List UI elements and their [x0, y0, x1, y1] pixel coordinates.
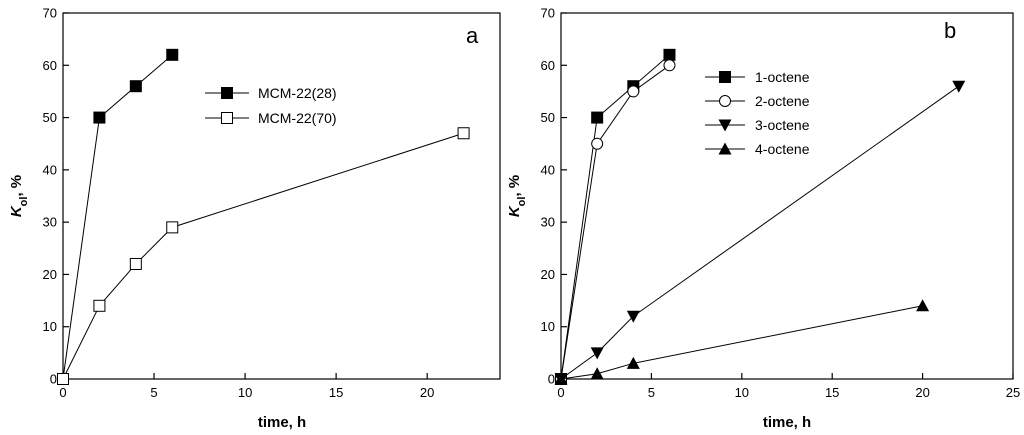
panel-b-series-0-point: [663, 48, 676, 61]
panel-a-y-axis-label-unit: , %: [8, 175, 25, 197]
panel-b-series-3-point: [626, 356, 640, 369]
panel-a-series-line-1: [62, 132, 464, 380]
panel-a-legend: MCM-22(28) MCM-22(70): [205, 85, 337, 126]
panel-b-y-tick-label: 60: [541, 58, 555, 73]
panel-b-x-tick-label: 25: [1006, 385, 1020, 400]
panel-b-y-tick-label: 30: [541, 215, 555, 230]
panel-b-y-axis-label-unit: , %: [506, 175, 523, 197]
panel-b-legend: 1-octene 2-octene 3-octene 4-octene: [705, 69, 810, 157]
panel-b-series-1-point: [591, 137, 604, 150]
panel-a-y-tick-label: 30: [43, 215, 57, 230]
panel-b-legend-label-1: 2-octene: [755, 93, 810, 109]
panel-b-plot-frame: [560, 12, 1014, 380]
panel-b-y-axis-label-main: K: [506, 205, 523, 217]
panel-a-ticks: 0 5 10 15 20 0 10 20 30 40 50 60 70: [43, 6, 435, 401]
panel-a-series-0-point: [129, 80, 142, 93]
panel-b-series-line-2: [560, 85, 960, 380]
panel-b-legend-marker-2: [718, 119, 732, 132]
panel-b-x-tick-label: 5: [648, 385, 655, 400]
panel-a-y-axis-label-main: K: [8, 205, 25, 217]
panel-a-series-1-point: [93, 299, 106, 312]
panel-a-x-tick-label: 20: [420, 385, 434, 400]
panel-a-series-0-point: [93, 111, 106, 124]
panel-b-x-tick-label: 15: [825, 385, 839, 400]
panel-b-series-3-point: [590, 367, 604, 380]
panel-a-series: [57, 48, 470, 385]
panel-a-legend-marker-0: [221, 87, 233, 99]
panel-b-series-line-1: [560, 64, 670, 380]
panel-b-y-tick-label: 70: [541, 6, 555, 21]
panel-a-y-tick-label: 10: [43, 319, 57, 334]
panel-b-legend-marker-0: [719, 71, 731, 83]
panel-b-legend-label-0: 1-octene: [755, 69, 810, 85]
panel-a-y-tick-label: 60: [43, 58, 57, 73]
panel-a-plot-frame: [62, 12, 501, 380]
panel-a-series-1-point: [457, 127, 470, 140]
panel-a-y-tick-label: 40: [43, 162, 57, 177]
panel-b-x-tick-label: 0: [557, 385, 564, 400]
panel-b-series-1-point: [663, 59, 676, 72]
panel-b-series-3-point: [554, 372, 568, 385]
panel-b-series-2-point: [626, 310, 640, 323]
panel-b-series: [554, 48, 966, 386]
panel-b-y-axis-label: Kol, %: [506, 175, 528, 217]
panel-a-legend-label-1: MCM-22(70): [258, 110, 337, 126]
panel-a-x-tick-label: 10: [238, 385, 252, 400]
panel-b-series-1-point: [627, 85, 640, 98]
panel-a-y-tick-label: 20: [43, 267, 57, 282]
panel-a-y-tick-label: 50: [43, 110, 57, 125]
panel-a-y-tick-label: 0: [50, 372, 57, 387]
panel-b-series-line-3: [560, 305, 923, 380]
panel-b-legend-marker-1: [719, 95, 731, 107]
panel-a-series-1-point: [57, 373, 69, 385]
panel-b-x-tick-label: 20: [915, 385, 929, 400]
panel-b-legend-marker-3: [718, 142, 732, 155]
panel-a-y-axis-label-sub: ol: [18, 197, 30, 207]
panel-b-series-3-point: [916, 299, 930, 312]
panel-a-legend-marker-1: [221, 112, 233, 124]
panel-b-series-2-point: [590, 347, 604, 360]
panel-a-series-0-point: [166, 48, 179, 61]
panel-a-letter: a: [466, 23, 479, 48]
panel-b-y-tick-label: 40: [541, 162, 555, 177]
panel-a-series-line-0: [62, 54, 173, 380]
panel-b-letter: b: [944, 18, 956, 43]
panel-b-series-2-point: [952, 80, 966, 93]
panel-a-x-tick-label: 15: [329, 385, 343, 400]
panel-b-series-0-point: [591, 111, 604, 124]
panel-b-y-tick-label: 20: [541, 267, 555, 282]
panel-b-y-axis-label-sub: ol: [516, 197, 528, 207]
panel-b-series-line-0: [560, 54, 670, 380]
panel-b-ticks: 0 5 10 15 20 25 0 10 20 30 40 50 60 70: [541, 6, 1021, 401]
panel-a-y-axis-label: Kol, %: [8, 175, 30, 217]
panel-b-y-tick-label: 50: [541, 110, 555, 125]
panel-b-legend-label-3: 4-octene: [755, 141, 810, 157]
panel-a-x-tick-label: 5: [150, 385, 157, 400]
panel-b-y-tick-label: 10: [541, 319, 555, 334]
panel-b-x-tick-label: 10: [735, 385, 749, 400]
panel-b-legend-label-2: 3-octene: [755, 117, 810, 133]
panel-b-x-axis-label: time, h: [763, 414, 811, 431]
panel-a-x-axis-label: time, h: [258, 414, 306, 431]
panel-a-x-tick-label: 0: [59, 385, 66, 400]
panel-b-y-tick-label: 0: [548, 372, 555, 387]
panel-a-legend-label-0: MCM-22(28): [258, 85, 337, 101]
panel-a-series-1-point: [166, 221, 179, 234]
panel-b: 0 5 10 15 20 25 0 10 20 30 40 50 60 70 b time, h Kol,…: [506, 6, 1020, 432]
panel-a-y-tick-label: 70: [43, 6, 57, 21]
panel-a-series-1-point: [129, 257, 142, 270]
panel-a: 0 5 10 15 20 0 10 20 30 40 50 60 70 a time, h Kol, %…: [8, 6, 501, 431]
